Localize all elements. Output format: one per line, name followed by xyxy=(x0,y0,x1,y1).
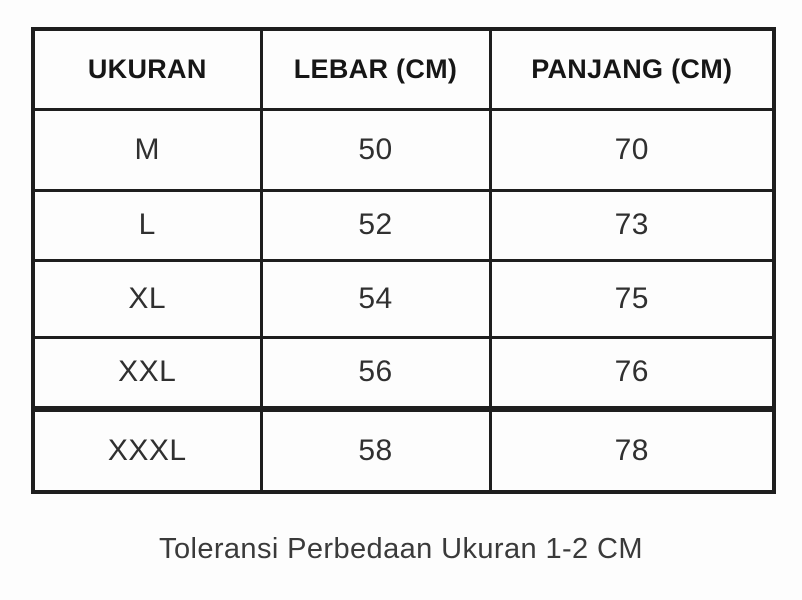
table-row-l: L 52 73 xyxy=(31,188,776,262)
size-cell: XXL xyxy=(31,335,263,411)
table-row-m: M 50 70 xyxy=(31,107,776,192)
size-cell: L xyxy=(31,188,263,262)
width-cell: 56 xyxy=(259,335,492,411)
width-cell: 50 xyxy=(259,107,492,192)
width-cell: 52 xyxy=(259,188,492,262)
column-header-panjang: PANJANG (CM) xyxy=(488,27,776,111)
size-cell: M xyxy=(31,107,263,192)
tolerance-note: Toleransi Perbedaan Ukuran 1-2 CM xyxy=(159,533,643,565)
size-cell: XXXL xyxy=(31,406,263,494)
width-cell: 58 xyxy=(259,406,492,494)
column-header-lebar: LEBAR (CM) xyxy=(259,27,492,111)
size-cell: XL xyxy=(31,258,263,339)
table-row-xxxl: XXXL 58 78 xyxy=(31,406,776,494)
size-chart-table: UKURAN LEBAR (CM) PANJANG (CM) M 50 70 L… xyxy=(31,27,776,494)
table-row-xxl: XXL 56 76 xyxy=(31,335,776,411)
column-header-ukuran: UKURAN xyxy=(31,27,263,111)
length-cell: 78 xyxy=(488,406,776,494)
table-row-xl: XL 54 75 xyxy=(31,258,776,339)
width-cell: 54 xyxy=(259,258,492,339)
length-cell: 75 xyxy=(488,258,776,339)
length-cell: 76 xyxy=(488,335,776,411)
length-cell: 73 xyxy=(488,188,776,262)
table-header-row: UKURAN LEBAR (CM) PANJANG (CM) xyxy=(31,27,776,111)
length-cell: 70 xyxy=(488,107,776,192)
